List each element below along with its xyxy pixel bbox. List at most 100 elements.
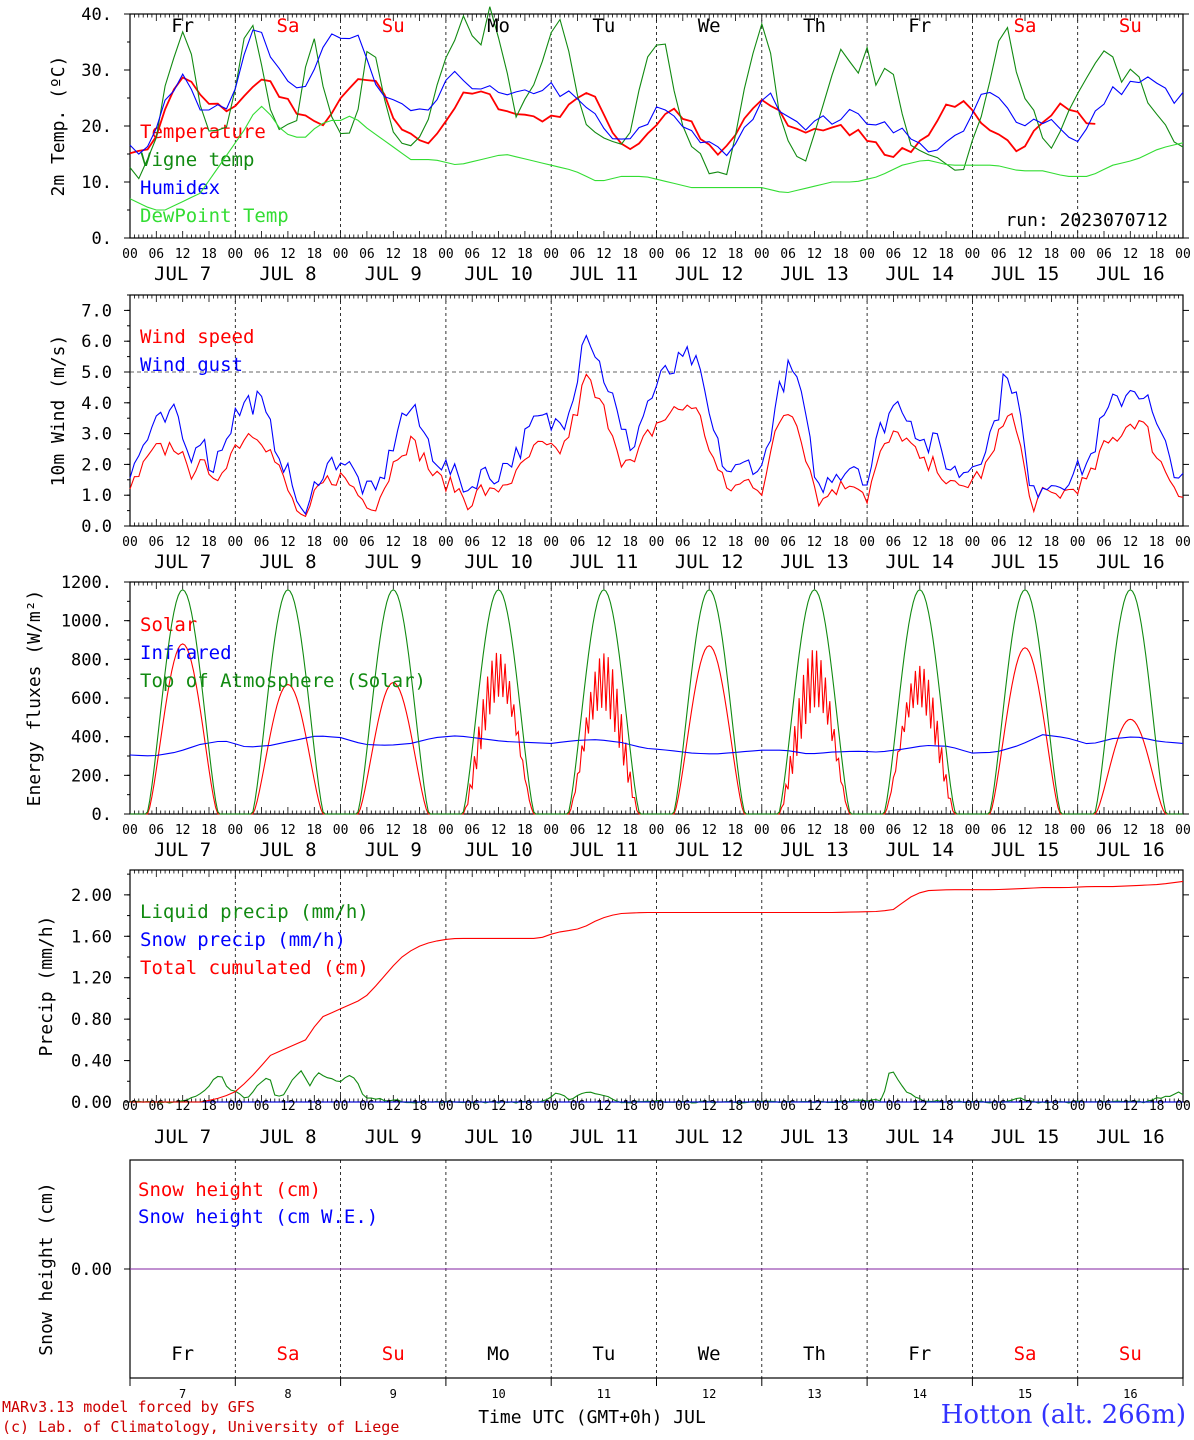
hour-tick-label: 06 [991, 535, 1007, 550]
hour-tick-label: 06 [254, 247, 270, 262]
legend-entry: Solar [140, 614, 197, 636]
legend-entry: Vigne temp [140, 149, 254, 171]
y-tick-label: 30. [81, 61, 112, 81]
date-label: JUL 9 [365, 839, 422, 861]
hour-tick-label: 00 [965, 1099, 981, 1114]
hour-tick-label: 18 [201, 535, 217, 550]
legend-entry: Top of Atmosphere (Solar) [140, 670, 426, 692]
hour-tick-label: 12 [701, 823, 717, 838]
hour-tick-label: 12 [912, 535, 928, 550]
day-number-label: 11 [597, 1387, 611, 1401]
hour-tick-label: 00 [438, 823, 454, 838]
hour-tick-label: 00 [438, 535, 454, 550]
y-tick-label: 20. [81, 117, 112, 137]
hour-tick-label: 12 [912, 1099, 928, 1114]
hour-tick-label: 12 [1123, 535, 1139, 550]
y-tick-label: 1200. [61, 573, 112, 593]
legend-entry: Snow height (cm) [138, 1179, 321, 1201]
hour-tick-label: 00 [859, 1099, 875, 1114]
hour-tick-label: 00 [965, 823, 981, 838]
y-tick-label: 0. [92, 229, 112, 249]
hour-tick-label: 06 [1096, 247, 1112, 262]
legend-entry: Snow precip (mm/h) [140, 929, 346, 951]
y-tick-label: 600. [71, 689, 112, 709]
hour-tick-label: 06 [886, 247, 902, 262]
hour-tick-label: 06 [148, 1099, 164, 1114]
hour-tick-label: 18 [1044, 247, 1060, 262]
hour-tick-label: 18 [1149, 1099, 1165, 1114]
hour-tick-label: 12 [385, 823, 401, 838]
hour-tick-label: 18 [1149, 535, 1165, 550]
hour-tick-label: 06 [1096, 535, 1112, 550]
date-label: JUL 10 [464, 551, 533, 573]
hour-tick-label: 06 [675, 823, 691, 838]
weekday-label: Tu [592, 15, 615, 37]
hour-tick-label: 06 [570, 247, 586, 262]
hour-tick-label: 00 [859, 535, 875, 550]
wind-panel: 0.0 1.0 2.0 3.0 4.0 5.0 6.0 7.0 10m Wind (m/s) Wi… [48, 294, 1191, 573]
hour-tick-label: 00 [1175, 1099, 1191, 1114]
date-label: JUL 16 [1096, 839, 1165, 861]
y-axis-label: Snow height (cm) [36, 1182, 57, 1355]
hour-tick-label: 06 [675, 1099, 691, 1114]
weekday-label: Tu [592, 1343, 615, 1365]
hour-tick-label: 18 [412, 535, 428, 550]
date-label: JUL 15 [991, 263, 1060, 285]
hour-tick-label: 18 [728, 247, 744, 262]
hour-tick-label: 00 [649, 247, 665, 262]
date-label: JUL 7 [154, 1126, 211, 1148]
hour-tick-label: 18 [1044, 823, 1060, 838]
hour-tick-label: 18 [306, 535, 322, 550]
date-label: JUL 12 [675, 839, 744, 861]
hour-tick-label: 06 [148, 823, 164, 838]
series-line-wind-gust [129, 334, 1184, 516]
hour-tick-label: 00 [543, 1099, 559, 1114]
date-label: JUL 15 [991, 839, 1060, 861]
y-tick-label: 10. [81, 173, 112, 193]
hour-tick-label: 00 [859, 247, 875, 262]
hour-tick-label: 18 [1149, 823, 1165, 838]
date-label: JUL 16 [1096, 263, 1165, 285]
hour-tick-label: 12 [1123, 1099, 1139, 1114]
weekday-label: Su [382, 1343, 405, 1365]
hour-tick-label: 00 [227, 535, 243, 550]
hour-tick-label: 12 [596, 1099, 612, 1114]
hour-tick-label: 18 [833, 823, 849, 838]
date-label: JUL 14 [885, 551, 954, 573]
hour-tick-label: 12 [807, 823, 823, 838]
hour-tick-label: 18 [622, 823, 638, 838]
hour-tick-label: 12 [1017, 535, 1033, 550]
weekday-label: Sa [277, 1343, 300, 1365]
hour-tick-label: 00 [649, 823, 665, 838]
hour-tick-label: 00 [333, 1099, 349, 1114]
series-line-liquid-precip-mm-h- [129, 1069, 1184, 1104]
hour-tick-label: 00 [965, 535, 981, 550]
weekday-label: Fr [171, 1343, 194, 1365]
hour-tick-label: 06 [148, 535, 164, 550]
hour-tick-label: 06 [886, 1099, 902, 1114]
hour-tick-label: 00 [122, 247, 138, 262]
hour-tick-label: 18 [1044, 1099, 1060, 1114]
hour-tick-label: 06 [886, 535, 902, 550]
hour-tick-label: 06 [254, 1099, 270, 1114]
hour-tick-label: 00 [543, 247, 559, 262]
hour-tick-label: 12 [596, 535, 612, 550]
hour-tick-label: 12 [280, 823, 296, 838]
date-label: JUL 10 [464, 263, 533, 285]
hour-tick-label: 18 [1149, 247, 1165, 262]
day-number-label: 16 [1123, 1387, 1137, 1401]
hour-tick-label: 12 [701, 1099, 717, 1114]
hour-tick-label: 00 [649, 535, 665, 550]
hour-tick-label: 18 [1044, 535, 1060, 550]
energy-panel: 0. 200. 400. 600. 800. 1000. 1200. Energy fluxe… [24, 573, 1191, 861]
hour-tick-label: 12 [491, 247, 507, 262]
legend-entry: Temperature [140, 121, 266, 143]
hour-tick-label: 00 [1070, 823, 1086, 838]
date-label: JUL 8 [259, 551, 316, 573]
weekday-label: Fr [171, 15, 194, 37]
hour-tick-label: 00 [227, 1099, 243, 1114]
hour-tick-label: 06 [464, 535, 480, 550]
weekday-label: We [698, 15, 721, 37]
date-label: JUL 10 [464, 839, 533, 861]
precip-panel: 0.00 0.40 0.80 1.20 1.60 2.00 Precip (mm/h) Liq… [36, 869, 1191, 1148]
